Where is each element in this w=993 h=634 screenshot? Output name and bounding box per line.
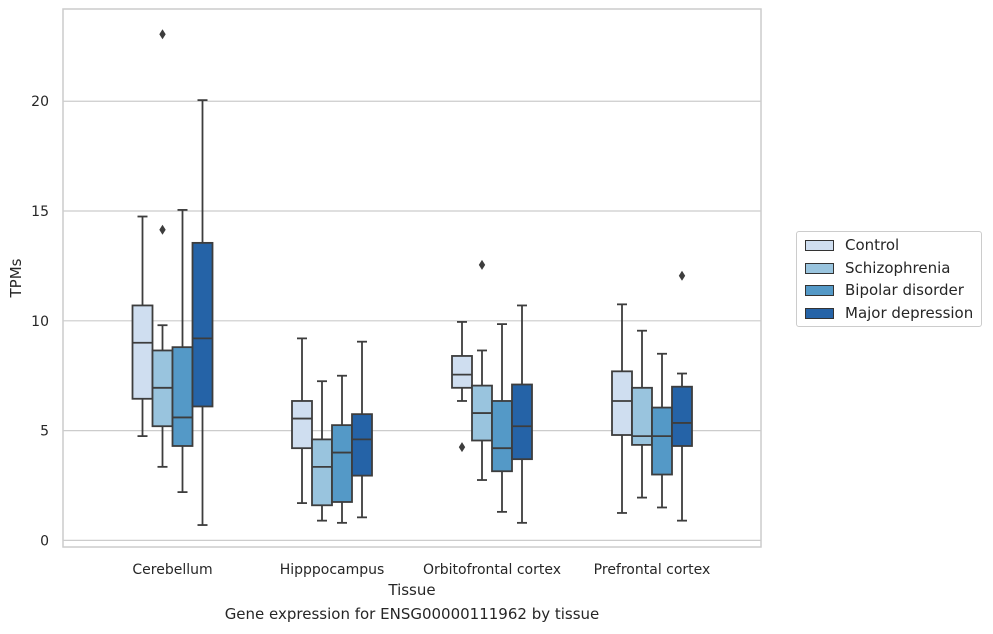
legend-label-control: Control: [845, 236, 900, 254]
x-tick-labels: Cerebellum Hipppocampus Orbitofrontal cort…: [132, 562, 710, 578]
box-control-2: [451, 321, 473, 453]
legend-label-schizophrenia: Schizophrenia: [845, 259, 951, 277]
y-tick-label: 0: [40, 533, 49, 549]
box-body: [511, 383, 533, 461]
y-tick-label: 10: [31, 314, 49, 330]
legend-swatch-bipolar-disorder: [805, 284, 834, 296]
outlier-point: [458, 442, 466, 453]
box-major-depression-3: [671, 270, 693, 522]
y-axis-label: TPMs: [7, 258, 25, 298]
legend-swatch-control: [805, 239, 834, 251]
box-body: [351, 413, 373, 477]
outlier-point: [478, 259, 486, 270]
box-series: [131, 29, 693, 526]
box-body: [331, 424, 353, 503]
outlier-point: [159, 224, 166, 235]
box-body: [491, 400, 513, 473]
box-body: [651, 406, 673, 476]
x-tick-label: Orbitofrontal cortex: [423, 562, 561, 578]
box-body: [671, 385, 693, 447]
x-tick-label: Cerebellum: [132, 562, 212, 578]
y-tick-label: 5: [40, 424, 49, 440]
box-schizophrenia-2: [471, 259, 493, 481]
y-tick-labels: 0 5 10 15 20: [31, 94, 49, 549]
box-bipolar-disorder-0: [171, 209, 194, 494]
legend-item-control: Control: [805, 235, 899, 255]
box-body: [451, 355, 473, 389]
box-body: [131, 304, 154, 400]
box-body: [171, 346, 194, 447]
box-schizophrenia-3: [631, 329, 653, 499]
legend-item-bipolar-disorder: Bipolar disorder: [805, 280, 964, 300]
figure-caption: Gene expression for ENSG00000111962 by t…: [224, 605, 600, 623]
box-control-3: [611, 303, 633, 514]
legend-item-schizophrenia: Schizophrenia: [805, 258, 950, 278]
outlier-point: [678, 270, 686, 281]
plot-frame: [62, 8, 762, 548]
box-control-0: [131, 215, 154, 438]
box-body: [191, 241, 214, 408]
x-axis-label: Tissue: [387, 581, 435, 599]
legend: Control Schizophrenia Bipolar disorder M…: [796, 231, 982, 327]
legend-swatch-schizophrenia: [805, 262, 834, 274]
x-tick-label: Hipppocampus: [280, 562, 385, 578]
box-major-depression-2: [511, 304, 533, 524]
outlier-point: [159, 29, 166, 40]
legend-swatch-major-depression: [805, 307, 834, 319]
x-tick-label: Prefrontal cortex: [594, 562, 711, 578]
box-body: [611, 370, 633, 436]
box-bipolar-disorder-2: [491, 323, 513, 513]
legend-label-major-depression: Major depression: [845, 304, 974, 322]
y-tick-label: 15: [31, 204, 49, 220]
box-schizophrenia-1: [311, 380, 333, 522]
y-tick-label: 20: [31, 94, 49, 110]
box-schizophrenia-0: [151, 29, 174, 468]
box-control-1: [291, 337, 313, 504]
legend-item-major-depression: Major depression: [805, 303, 973, 323]
box-body: [311, 438, 333, 507]
box-major-depression-1: [351, 340, 373, 519]
legend-label-bipolar-disorder: Bipolar disorder: [845, 281, 964, 299]
box-major-depression-0: [191, 99, 214, 526]
box-bipolar-disorder-1: [331, 374, 353, 524]
box-body: [291, 400, 313, 450]
box-bipolar-disorder-3: [651, 352, 673, 509]
